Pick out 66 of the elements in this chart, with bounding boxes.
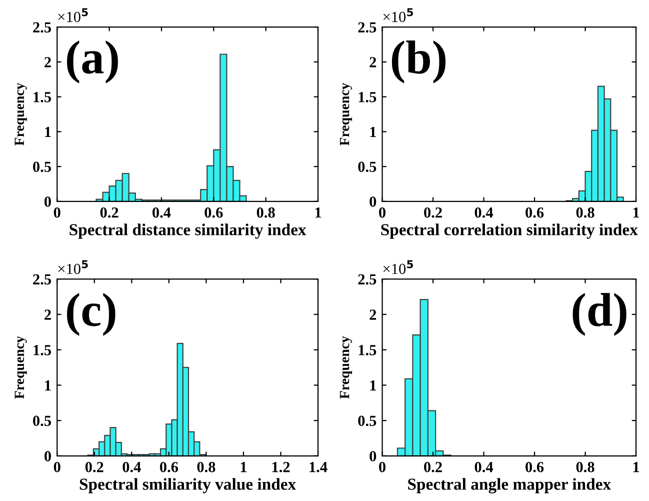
y-tick-label: 2 — [370, 310, 376, 320]
y-tick-label: 1.5 — [358, 92, 376, 102]
x-axis-title: Spectral angle mapper index — [408, 478, 611, 494]
x-tick-label: 0.6 — [204, 207, 223, 218]
x-tick-label: 0.8 — [256, 207, 275, 218]
y-tick-label: 1 — [370, 126, 376, 137]
y-tick-label: 2.5 — [358, 22, 376, 33]
y-tick-label: 0 — [370, 451, 376, 462]
text: ×10$^{5}$ — [383, 8, 413, 22]
y-tick-label: 1.5 — [34, 345, 51, 356]
x-tick-label: 0.6 — [526, 207, 544, 218]
x-tick-label: 1 — [240, 462, 246, 472]
text: ×10$^{5}$ — [58, 8, 88, 22]
y-tick-label: 1.5 — [358, 345, 376, 356]
x-tick-label: 0 — [379, 462, 386, 472]
x-tick-label: 0.8 — [197, 462, 216, 472]
x-tick-label: 0.6 — [160, 462, 178, 472]
x-tick-label: 0 — [54, 462, 60, 472]
y-axis-title: Frequency — [14, 336, 27, 399]
x-tick-label: 0.2 — [100, 207, 118, 218]
x-tick-label: 0 — [54, 207, 60, 218]
y-tick-label: 2.5 — [33, 22, 51, 33]
y-tick-label: 0 — [44, 196, 51, 207]
x-tick-label: 0.8 — [576, 207, 594, 218]
x-tick-label: 1 — [633, 207, 640, 218]
x-axis-title: Spectral smiliarity value index — [80, 478, 296, 494]
x-tick-label: 0.4 — [474, 462, 494, 472]
y-tick-label: 2 — [44, 57, 51, 68]
x-tick-label: 0 — [379, 207, 386, 218]
y-tick-label: 1 — [370, 380, 376, 390]
x-tick-label: 0.2 — [424, 207, 442, 218]
annotation: (b) — [392, 40, 446, 84]
y-tick-label: 0.5 — [358, 162, 376, 172]
y-tick-label: 2.5 — [358, 274, 376, 285]
x-axis-title: Spectral distance similarity index — [70, 224, 306, 239]
x-tick-label: 0.4 — [152, 207, 171, 218]
y-tick-label: 0.5 — [358, 416, 376, 426]
x-tick-label: 1 — [315, 207, 322, 218]
annotation: (c) — [67, 293, 116, 336]
x-tick-label: 1 — [633, 462, 640, 472]
x-tick-label: 0.4 — [474, 207, 494, 218]
y-tick-label: 0.5 — [33, 162, 51, 172]
y-tick-label: 0 — [370, 196, 376, 207]
y-tick-label: 1 — [45, 126, 51, 137]
x-tick-label: 0.2 — [424, 462, 442, 472]
x-tick-label: 0.8 — [576, 462, 594, 472]
x-tick-label: 0.2 — [85, 462, 104, 472]
y-axis-title: Frequency — [340, 82, 352, 146]
x-tick-label: 0.4 — [122, 462, 141, 472]
y-tick-label: 1.5 — [34, 92, 51, 102]
x-tick-label: 0.6 — [526, 462, 544, 472]
text: ×10$^{5}$ — [58, 260, 88, 274]
y-axis-title: Frequency — [14, 82, 27, 146]
x-tick-label: 1.4 — [310, 462, 328, 472]
y-tick-label: 0 — [44, 451, 51, 462]
x-axis-title: Spectral correlation similarity index — [381, 224, 638, 239]
text: ×10$^{5}$ — [383, 260, 413, 274]
y-tick-label: 2 — [44, 310, 51, 320]
annotation: (d) — [572, 293, 626, 336]
y-tick-label: 2.5 — [33, 274, 51, 285]
x-tick-label: 1.2 — [272, 462, 290, 472]
y-tick-label: 1 — [45, 380, 51, 390]
annotation: (a) — [67, 40, 118, 84]
y-tick-label: 2 — [370, 57, 376, 68]
y-tick-label: 0.5 — [33, 416, 51, 426]
y-axis-title: Frequency — [340, 336, 352, 399]
